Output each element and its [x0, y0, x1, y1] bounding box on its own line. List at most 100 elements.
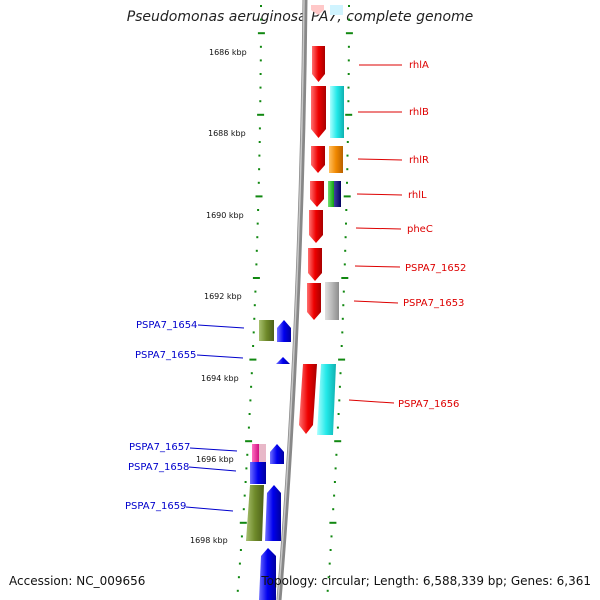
feature-box[interactable]: [252, 444, 259, 463]
gene-arrow[interactable]: [299, 364, 317, 434]
tick-mark: [336, 426, 339, 429]
tick-mark: [257, 209, 260, 211]
gene-arrow[interactable]: [308, 248, 322, 281]
tick-mark: [329, 521, 337, 524]
gene-label-pspa7-1659[interactable]: PSPA7_1659: [125, 501, 186, 512]
gene-label-pspa7-1653[interactable]: PSPA7_1653: [403, 298, 464, 309]
tick-mark: [347, 127, 349, 130]
gene-arrow[interactable]: [265, 485, 281, 541]
tick-mark: [346, 181, 348, 184]
tick-mark: [345, 222, 347, 225]
gene-arrow[interactable]: [310, 181, 324, 207]
feature-box[interactable]: [246, 485, 264, 541]
feature-box[interactable]: [329, 146, 343, 173]
tick-mark: [239, 549, 242, 551]
genome-summary-text: Topology: circular; Length: 6,588,339 bp…: [261, 574, 591, 588]
gene-label-rhlB[interactable]: rhlB: [409, 107, 429, 118]
feature-box[interactable]: [250, 462, 266, 484]
tick-mark: [347, 59, 350, 62]
tick-mark: [330, 535, 333, 538]
tick-mark: [243, 494, 246, 497]
tick-mark: [259, 59, 262, 62]
feature-box[interactable]: [330, 5, 343, 15]
gene-label-pspa7-1658[interactable]: PSPA7_1658: [128, 462, 189, 473]
gene-label-pspa7-1652[interactable]: PSPA7_1652: [405, 263, 466, 274]
scale-label: 1696 kbp: [196, 455, 234, 464]
forward-genes: [299, 5, 326, 434]
gene-label-rhlA[interactable]: rhlA: [409, 60, 429, 71]
tick-mark: [339, 372, 342, 375]
tick-mark: [257, 113, 265, 116]
gene-label-rhlR[interactable]: rhlR: [409, 155, 429, 166]
gene-label-pspa7-1657[interactable]: PSPA7_1657: [129, 442, 190, 453]
tick-mark: [332, 508, 335, 511]
gene-arrow[interactable]: [259, 548, 276, 600]
feature-box[interactable]: [259, 320, 274, 341]
tick-mark: [348, 5, 350, 7]
tick-mark: [327, 576, 330, 579]
gene-arrow[interactable]: [270, 444, 284, 464]
tick-mark: [260, 18, 262, 21]
genome-title: Pseudomonas aeruginosa PA7, complete gen…: [126, 9, 474, 25]
tick-mark: [240, 535, 243, 538]
accession-text: Accession: NC_009656: [9, 574, 146, 588]
tick-mark: [347, 86, 350, 89]
tick-mark: [326, 589, 329, 592]
tick-mark: [345, 113, 353, 116]
tick-mark: [343, 195, 351, 198]
tick-mark: [255, 249, 258, 252]
tick-mark: [341, 331, 344, 334]
feature-box[interactable]: [334, 181, 341, 207]
gene-label-rhlL[interactable]: rhlL: [408, 190, 427, 201]
tick-mark: [346, 168, 349, 171]
gene-label-pspa7-1654[interactable]: PSPA7_1654: [136, 320, 197, 331]
gene-arrow[interactable]: [277, 320, 291, 342]
tick-mark: [253, 317, 256, 320]
tick-mark: [258, 154, 261, 157]
scale-label: 1686 kbp: [209, 48, 247, 57]
tick-mark: [340, 345, 343, 347]
gene-arrow[interactable]: [311, 86, 326, 138]
gene-label-pspa7-1655[interactable]: PSPA7_1655: [135, 350, 196, 361]
feature-box[interactable]: [317, 364, 336, 435]
tick-mark: [258, 127, 261, 130]
scale-labels: 1686 kbp 1688 kbp 1690 kbp 1692 kbp 1694…: [190, 48, 247, 545]
gene-arrow[interactable]: [311, 5, 324, 15]
tick-mark: [259, 73, 262, 75]
gene-label-pspa7-1656[interactable]: PSPA7_1656: [398, 399, 459, 410]
gene-arrow[interactable]: [312, 46, 325, 82]
gene-label-pheC[interactable]: pheC: [407, 224, 433, 235]
tick-mark: [259, 45, 262, 48]
tick-mark: [250, 372, 253, 375]
tick-mark: [334, 440, 342, 443]
tick-mark: [338, 385, 341, 388]
tick-mark: [249, 399, 252, 402]
tick-mark: [259, 86, 262, 89]
tick-mark: [338, 399, 341, 402]
feature-box[interactable]: [330, 86, 344, 138]
gene-arrow[interactable]: [309, 210, 323, 243]
tick-mark: [256, 222, 259, 225]
gene-arrow[interactable]: [311, 146, 325, 173]
tick-mark: [246, 453, 249, 456]
right-labels: rhlA rhlB rhlR rhlL pheC PSPA7_1652 PSPA…: [348, 60, 466, 410]
tick-mark: [244, 481, 247, 483]
tick-mark: [256, 236, 259, 239]
tick-mark: [258, 168, 261, 171]
tick-mark: [236, 589, 239, 592]
tick-mark: [248, 413, 251, 415]
tick-mark: [347, 100, 350, 103]
tick-mark: [250, 385, 253, 388]
tick-mark: [259, 100, 262, 103]
gene-arrow[interactable]: [307, 283, 321, 320]
feature-box[interactable]: [328, 181, 334, 207]
gene-arrow[interactable]: [276, 357, 290, 364]
tick-mark: [252, 331, 255, 334]
tick-marks: [236, 5, 353, 592]
tick-mark: [253, 304, 256, 307]
feature-box[interactable]: [259, 444, 266, 463]
tick-mark: [347, 73, 350, 75]
tick-mark: [341, 317, 344, 320]
feature-box[interactable]: [325, 282, 339, 320]
